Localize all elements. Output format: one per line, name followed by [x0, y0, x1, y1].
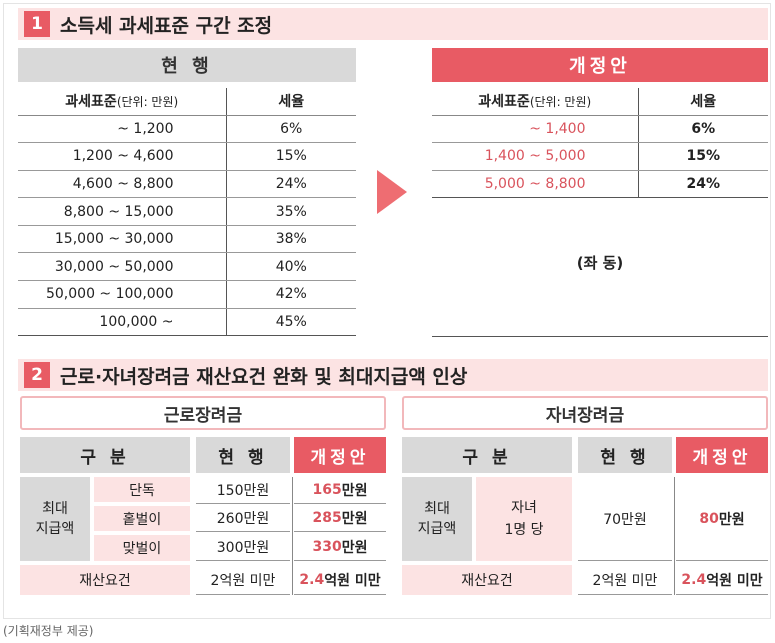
section2-number: 2 [24, 362, 50, 388]
eic-row-label: 단독 [94, 477, 190, 502]
eic-divider [292, 477, 293, 595]
section1-number: 1 [24, 11, 50, 37]
tax-row: 5,000 ~ 8,800 24% [432, 170, 768, 199]
bracket-rate: 15% [637, 142, 768, 171]
bracket-rate: 24% [225, 170, 356, 199]
eic-asset-current: 2억원 미만 [196, 565, 290, 595]
source-caption: (기획재정부 제공) [3, 624, 94, 638]
revised-label: 개정안 [432, 48, 768, 82]
col-rate-header: 세율 [225, 88, 356, 116]
current-tax-table: 과세표준(단위: 만원) 세율 ~ 1,200 6% 1,200 ~ 4,600 15… [18, 88, 356, 337]
section1-header: 1 소득세 과세표준 구간 조정 [18, 8, 768, 40]
bracket-range: 4,600 ~ 8,800 [18, 170, 226, 199]
cc-asset-current: 2억원 미만 [578, 565, 672, 595]
bracket-range: 30,000 ~ 50,000 [18, 252, 226, 282]
tax-row: 15,000 ~ 30,000 38% [18, 225, 356, 254]
bracket-rate: 6% [637, 115, 768, 144]
bracket-rate: 35% [225, 197, 356, 226]
eic-asset-new: 2.4 억원 미만 [294, 565, 386, 595]
tax-row: 4,600 ~ 8,800 24% [18, 170, 356, 199]
bracket-rate: 40% [225, 252, 356, 282]
bracket-range: 5,000 ~ 8,800 [432, 170, 638, 199]
tax-row: ~ 1,400 6% [432, 115, 768, 144]
cc-asset-label: 재산요건 [402, 565, 572, 595]
col-base-header: 과세표준(단위: 만원) [18, 88, 226, 116]
same-as-left-note: (좌 동) [576, 254, 624, 272]
bracket-rate: 24% [637, 170, 768, 199]
tax-row: 8,800 ~ 15,000 35% [18, 197, 356, 226]
bracket-range: ~ 1,200 [18, 115, 226, 144]
arrow-right-icon [377, 170, 407, 214]
revised-tax-table: 과세표준(단위: 만원) 세율 ~ 1,400 6% 1,400 ~ 5,000 15… [432, 88, 768, 199]
bracket-range: 1,400 ~ 5,000 [432, 142, 638, 171]
eic-row-label: 맞벌이 [94, 535, 190, 561]
tax-row: 1,400 ~ 5,000 15% [432, 142, 768, 171]
tax-row: 1,200 ~ 4,600 15% [18, 142, 356, 171]
cc-divider [674, 477, 675, 595]
bracket-range: 100,000 ~ [18, 308, 226, 337]
child-credit-title: 자녀장려금 [402, 396, 768, 430]
cc-current-value: 70만원 [578, 477, 672, 561]
bracket-range: 1,200 ~ 4,600 [18, 142, 226, 171]
eic-col-current: 현 행 [196, 437, 290, 473]
cc-new-value: 80 만원 [676, 477, 768, 561]
eic-col-category: 구 분 [20, 437, 190, 473]
eic-max-label: 최대 지급액 [20, 477, 90, 561]
cc-max-label: 최대 지급액 [402, 477, 472, 561]
bracket-rate: 6% [225, 115, 356, 144]
tax-row: 100,000 ~45% [18, 308, 356, 337]
section2-header: 2 근로·자녀장려금 재산요건 완화 및 최대지급액 인상 [18, 359, 768, 391]
eic-current-value: 260만원 [196, 505, 290, 532]
earned-income-credit-title: 근로장려금 [20, 396, 386, 430]
tax-row: 50,000 ~ 100,000 42% [18, 280, 356, 309]
section2-title: 근로·자녀장려금 재산요건 완화 및 최대지급액 인상 [60, 365, 468, 388]
cc-asset-new: 2.4 억원 미만 [676, 565, 768, 595]
section1-title: 소득세 과세표준 구간 조정 [60, 14, 273, 37]
eic-asset-label: 재산요건 [20, 565, 190, 595]
eic-current-value: 300만원 [196, 533, 290, 561]
bracket-rate: 42% [225, 280, 356, 309]
bracket-range: 15,000 ~ 30,000 [18, 225, 226, 254]
eic-new-value: 285 만원 [294, 505, 386, 532]
col-base-header: 과세표준(단위: 만원) [432, 88, 638, 116]
eic-col-revised: 개정안 [294, 437, 386, 473]
cc-col-category: 구 분 [402, 437, 572, 473]
cc-per-child-label: 자녀 1명 당 [476, 477, 572, 561]
current-label: 현 행 [18, 48, 356, 82]
cc-col-revised: 개정안 [676, 437, 768, 473]
bracket-rate: 45% [225, 308, 356, 337]
tax-row: ~ 1,200 6% [18, 115, 356, 144]
cc-col-current: 현 행 [578, 437, 672, 473]
col-rate-header: 세율 [637, 88, 768, 116]
tax-row: 30,000 ~ 50,000 40% [18, 252, 356, 282]
eic-current-value: 150만원 [196, 477, 290, 504]
bracket-range: 50,000 ~ 100,000 [18, 280, 226, 309]
eic-new-value: 165 만원 [294, 477, 386, 504]
bracket-range: 8,800 ~ 15,000 [18, 197, 226, 226]
bracket-range: ~ 1,400 [432, 115, 638, 144]
eic-new-value: 330 만원 [294, 533, 386, 561]
revised-bottom-line [432, 336, 768, 337]
bracket-rate: 15% [225, 142, 356, 171]
eic-row-label: 홑벌이 [94, 506, 190, 531]
bracket-rate: 38% [225, 225, 356, 254]
